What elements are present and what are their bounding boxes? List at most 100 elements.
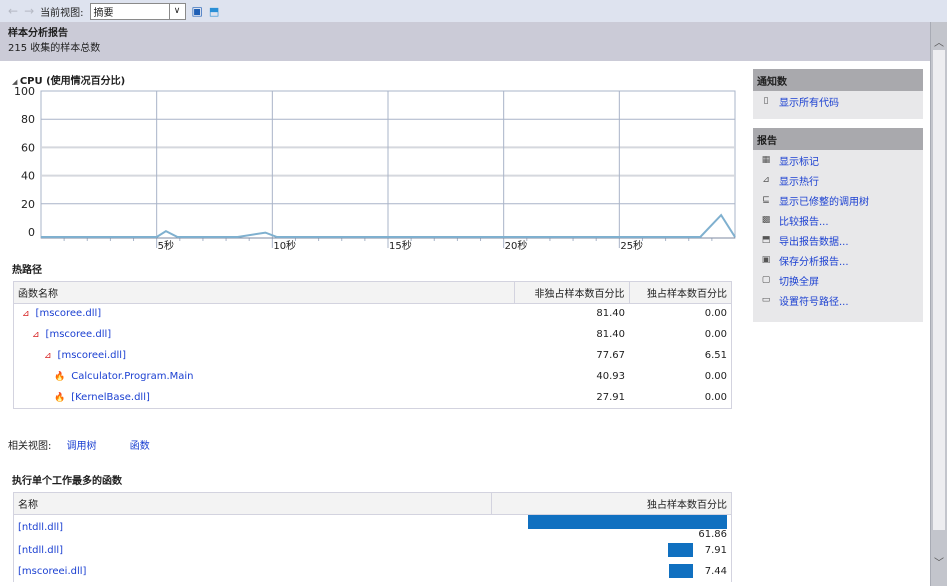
exclusive-value: 0.00 (704, 392, 727, 403)
x-tick-label: 15秒 (389, 239, 412, 252)
exclusive-value: 0.00 (704, 329, 727, 340)
folder-icon: ▭ (761, 295, 771, 305)
function-row[interactable]: [ntdll.dll] 7.91 (14, 540, 731, 561)
trimmed-tree-icon: ⊑ (762, 195, 770, 205)
sample-count: 215 收集的样本总数 (8, 43, 101, 54)
current-view-label: 当前视图: (40, 7, 84, 19)
inclusive-value: 81.40 (596, 308, 625, 320)
hot-path-icon: ⊿ (32, 330, 40, 340)
inclusive-value: 40.93 (596, 371, 625, 382)
hot-path-icon: ⊿ (22, 309, 30, 320)
inclusive-value: 77.67 (596, 350, 625, 361)
function-link[interactable]: [mscoreei.dll] (57, 350, 126, 361)
x-tick-label: 25秒 (620, 239, 643, 252)
exclusive-bar (669, 564, 693, 578)
hotpath-row[interactable]: 🔥 Calculator.Program.Main 40.93 0.00 (14, 366, 731, 387)
function-row[interactable]: [ntdll.dll] 61.86 (14, 514, 731, 540)
report-action-link[interactable]: ▣ 保存分析报告... (761, 255, 849, 268)
report-action-link[interactable]: ▢ 切换全屏 (761, 275, 819, 288)
current-view-value: 摘要 (93, 7, 114, 19)
report-action-link[interactable]: ▭ 设置符号路径... (761, 295, 849, 308)
col-name[interactable]: 名称 (14, 493, 492, 515)
collapse-triangle-icon: ◢ (12, 78, 20, 86)
function-link[interactable]: Calculator.Program.Main (71, 371, 194, 382)
exclusive-value: 7.44 (704, 566, 727, 577)
col-inclusive[interactable]: 非独占样本数百分比 (514, 282, 630, 304)
current-view-select[interactable]: 摘要 ∨ (89, 2, 186, 20)
exclusive-value: 0.00 (704, 371, 727, 382)
save-icon: ▣ (761, 255, 771, 265)
exclusive-value: 7.91 (704, 545, 727, 556)
x-tick-label: 10秒 (273, 239, 296, 252)
fullscreen-icon: ▢ (761, 275, 771, 285)
y-tick-label: 100 (14, 85, 35, 98)
cpu-usage-line (41, 213, 736, 238)
related-views: 相关视图: 调用树 函数 (8, 437, 150, 452)
report-action-link[interactable]: ▩ 比较报告... (761, 215, 829, 228)
compare-icon: ▩ (761, 215, 771, 225)
report-action-link[interactable]: ⊑ 显示已修整的调用树 (762, 195, 869, 208)
exclusive-bar (667, 543, 693, 557)
cpu-chart: 100 80 60 40 20 0 5秒 10秒 15秒 20秒 25秒 (14, 85, 736, 252)
export-icon: ⬒ (761, 235, 771, 245)
top-functions-table: 名称 独占样本数百分比 [ntdll.dll] 61.86 [ntdll.dll] 7.… (13, 492, 732, 582)
report-title: 样本分析报告 (8, 28, 68, 39)
reports-panel: 报告 ▦ 显示标记 ⊿ 显示热行 ⊑ 显示已修整的调用树 ▩ 比较报告... ⬒ 导出报告数据..… (753, 128, 923, 322)
function-link[interactable]: [ntdll.dll] (18, 521, 64, 533)
report-action-link[interactable]: ⬒ 导出报告数据... (761, 235, 849, 248)
function-link[interactable]: [ntdll.dll] (18, 544, 64, 556)
hotpath-row[interactable]: ⊿ [mscoree.dll] 81.40 0.00 (14, 303, 731, 324)
vertical-scrollbar[interactable]: ︿ ﹀ (930, 22, 947, 586)
scroll-down-icon[interactable]: ﹀ (934, 558, 944, 569)
function-link[interactable]: [mscoree.dll] (35, 308, 102, 320)
toolbar: ← → 当前视图: 摘要 ∨ ▣ ⬒ (0, 0, 947, 22)
reports-title: 报告 (753, 128, 923, 150)
x-tick-label: 20秒 (505, 239, 528, 252)
exclusive-value: 0.00 (704, 308, 727, 320)
flame-icon: 🔥 (54, 393, 66, 403)
hotpath-row[interactable]: 🔥 [KernelBase.dll] 27.91 0.00 (14, 387, 731, 408)
cpu-section-title[interactable]: ◢ CPU (使用情况百分比) (12, 76, 126, 87)
report-action-link[interactable]: ▦ 显示标记 (761, 155, 819, 168)
col-function-name[interactable]: 函数名称 (14, 282, 515, 304)
function-link[interactable]: [mscoree.dll] (45, 329, 112, 340)
marks-icon: ▦ (761, 155, 771, 165)
inclusive-value: 27.91 (596, 392, 625, 403)
forward-arrow-icon[interactable]: → (24, 4, 35, 18)
function-link[interactable]: [KernelBase.dll] (71, 392, 150, 403)
link-call-tree[interactable]: 调用树 (66, 441, 97, 452)
save-icon[interactable]: ▣ (191, 4, 203, 18)
col-exclusive[interactable]: 独占样本数百分比 (491, 493, 731, 515)
report-header: 样本分析报告 215 收集的样本总数 (0, 22, 930, 61)
y-tick-label: 40 (21, 170, 35, 183)
document-icon: ▯ (763, 96, 769, 106)
y-tick-label: 80 (21, 113, 35, 126)
exclusive-value: 61.86 (698, 528, 727, 540)
inclusive-value: 81.40 (596, 329, 625, 340)
link-functions[interactable]: 函数 (129, 441, 150, 452)
hotpath-row[interactable]: ⊿ [mscoree.dll] 81.40 0.00 (14, 324, 731, 345)
hotpath-table: 函数名称 非独占样本数百分比 独占样本数百分比 ⊿ [mscoree.dll] 81.4… (13, 281, 732, 409)
function-row[interactable]: [mscoreei.dll] 7.44 (14, 561, 731, 582)
flame-icon: 🔥 (54, 372, 66, 382)
y-tick-label: 0 (28, 226, 35, 239)
exclusive-value: 6.51 (704, 350, 727, 361)
function-link[interactable]: [mscoreei.dll] (18, 565, 87, 577)
export-icon[interactable]: ⬒ (208, 4, 220, 18)
show-all-code-link[interactable]: ▯ 显示所有代码 (753, 91, 923, 111)
col-exclusive[interactable]: 独占样本数百分比 (629, 282, 731, 304)
hotpath-row[interactable]: ⊿ [mscoreei.dll] 77.67 6.51 (14, 345, 731, 366)
scroll-up-icon[interactable]: ︿ (934, 38, 944, 49)
hotpath-title: 热路径 (12, 265, 42, 276)
related-views-label: 相关视图: (8, 441, 52, 452)
report-action-link[interactable]: ⊿ 显示热行 (762, 175, 819, 188)
exclusive-bar (528, 514, 727, 529)
hot-path-icon: ⊿ (44, 351, 52, 361)
chevron-down-icon[interactable]: ∨ (168, 3, 185, 19)
hot-line-icon: ⊿ (762, 175, 770, 185)
notifications-title: 通知数 (753, 69, 923, 91)
scrollbar-thumb[interactable] (933, 50, 945, 530)
y-tick-label: 20 (21, 198, 35, 211)
back-arrow-icon[interactable]: ← (8, 4, 19, 18)
x-tick-label: 5秒 (158, 239, 174, 252)
